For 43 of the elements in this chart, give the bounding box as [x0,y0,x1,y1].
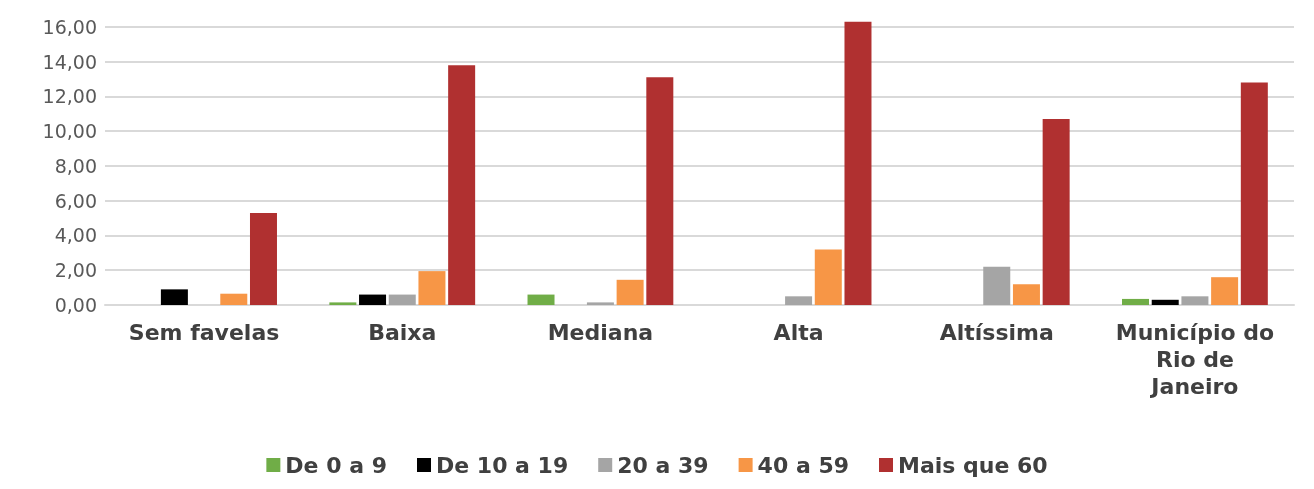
bar [249,212,277,305]
bar [616,279,644,305]
bar [1240,82,1268,305]
bar [1211,277,1239,305]
bar [1042,119,1070,305]
y-tick-label: 4,00 [54,224,97,247]
y-tick-label: 2,00 [54,259,97,282]
bar [814,249,842,305]
legend-label: Mais que 60 [898,452,1048,478]
x-tick-label: Município do Rio de Janeiro [1115,320,1275,399]
bar [418,271,446,305]
bar [844,21,872,305]
bar [1012,284,1040,305]
bar [646,77,674,305]
legend-label: De 10 a 19 [435,452,569,478]
bar [1122,298,1150,305]
bar [388,294,416,305]
x-tick-label: Alta [773,320,824,345]
bar [983,266,1011,305]
bar [1151,299,1179,305]
bar [220,293,248,305]
bar [1181,296,1209,305]
bar [448,65,476,305]
bar [160,289,188,305]
y-tick-label: 12,00 [42,85,97,108]
bar [785,296,813,305]
y-tick-label: 10,00 [42,120,97,143]
y-tick-label: 6,00 [54,189,97,212]
y-tick-label: 14,00 [42,50,97,73]
legend-label: 20 a 39 [617,452,709,478]
x-tick-label: Altíssima [939,320,1054,345]
x-tick-label: Baixa [368,320,437,345]
x-tick-label: Mediana [547,320,654,345]
bar [527,294,555,305]
bar [359,294,387,305]
bar [586,302,614,305]
y-tick-label: 16,00 [42,15,97,38]
y-tick-label: 8,00 [54,154,97,177]
legend-label: 40 a 59 [757,452,850,478]
bar [329,302,357,305]
legend-label: De 0 a 9 [285,452,387,478]
y-tick-label: 0,00 [54,294,97,316]
x-tick-label: Sem favelas [128,320,280,345]
